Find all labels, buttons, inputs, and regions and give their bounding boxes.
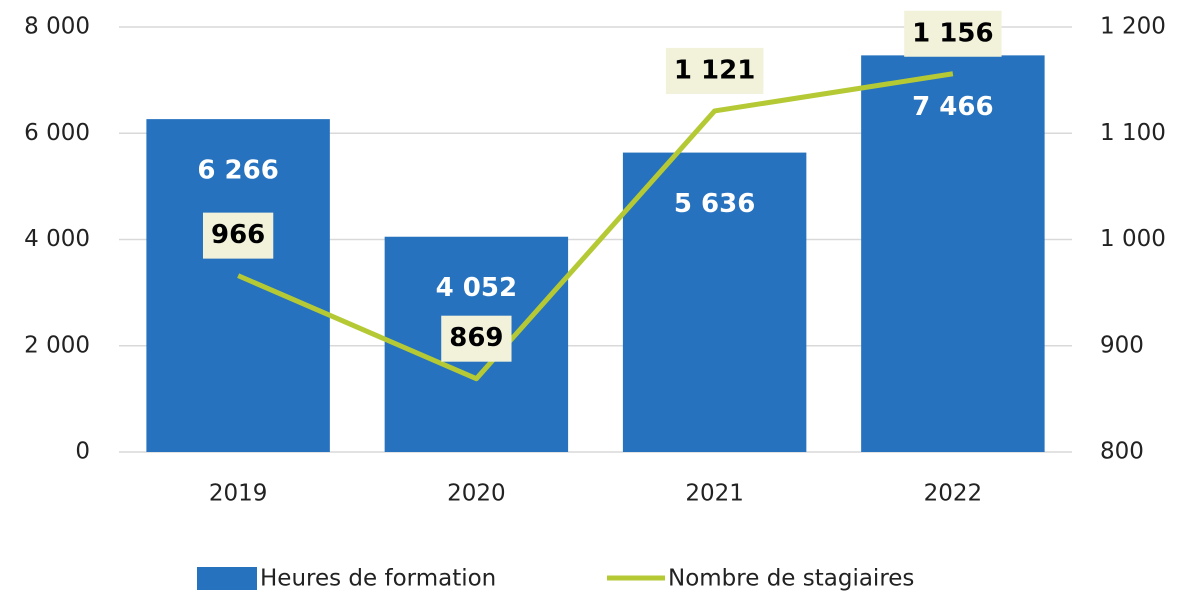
y2-tick-label: 800 [1100, 439, 1144, 465]
x-tick-label: 2020 [447, 481, 506, 507]
y-tick-label: 6 000 [24, 120, 90, 146]
label-box [202, 212, 274, 259]
line-value-label: 1 156 [904, 10, 1002, 57]
x-tick-label: 2022 [924, 481, 983, 507]
legend-swatch [197, 567, 257, 590]
x-tick-label: 2019 [209, 481, 268, 507]
label-box [904, 10, 1002, 57]
line-value-label: 869 [441, 315, 512, 362]
bar-value-label: 6 266 [197, 156, 278, 186]
y2-tick-label: 1 200 [1100, 14, 1166, 40]
line-value-label-text: 869 [449, 323, 503, 353]
label-box [441, 315, 512, 362]
bar [861, 55, 1045, 453]
bar-value-label: 4 052 [436, 273, 517, 303]
bar [146, 119, 330, 453]
line-value-label-text: 1 121 [674, 55, 755, 85]
line [237, 71, 954, 382]
bar-value-label: 7 466 [912, 92, 993, 122]
line-value-label-text: 966 [211, 220, 265, 250]
label-box [665, 47, 764, 94]
y-tick-label: 0 [75, 439, 90, 465]
y-tick-label: 8 000 [24, 14, 90, 40]
y2-tick-label: 900 [1100, 332, 1144, 358]
bar [622, 152, 807, 452]
y-tick-label: 4 000 [24, 226, 90, 252]
legend-label: Nombre de stagiaires [668, 566, 914, 592]
line-value-label: 1 121 [665, 47, 764, 94]
bar-value-label: 5 636 [674, 189, 755, 219]
y2-tick-label: 1 000 [1100, 226, 1166, 252]
legend-label: Heures de formation [260, 566, 496, 592]
y2-tick-label: 1 100 [1100, 120, 1166, 146]
x-tick-label: 2021 [685, 481, 744, 507]
y-tick-label: 2 000 [24, 332, 90, 358]
line-value-label-text: 1 156 [912, 18, 993, 48]
line-value-label: 966 [202, 212, 274, 259]
